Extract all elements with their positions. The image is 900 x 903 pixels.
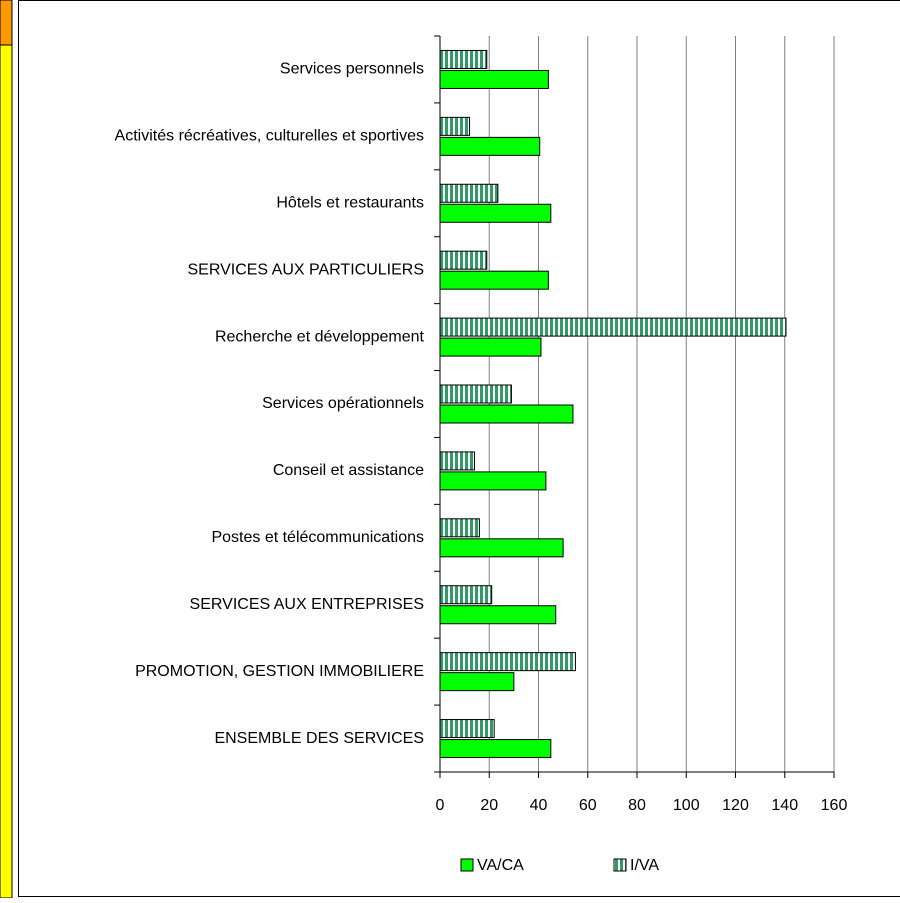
- y-tick-label: Hôtels et restaurants: [276, 194, 424, 211]
- bar: [440, 117, 470, 135]
- x-tick-label: 0: [436, 797, 445, 814]
- side-strip: [0, 0, 12, 898]
- bar: [440, 271, 548, 289]
- bar: [440, 653, 575, 671]
- x-tick-label: 100: [673, 797, 700, 814]
- x-tick-label: 160: [821, 797, 848, 814]
- legend-swatch: [461, 859, 473, 871]
- y-tick-label: ENSEMBLE DES SERVICES: [214, 730, 424, 747]
- bar: [440, 452, 474, 470]
- bar: [440, 519, 479, 537]
- bar: [440, 586, 492, 604]
- y-tick-label: Recherche et développement: [215, 328, 425, 345]
- side-strip-top: [0, 0, 12, 45]
- bar: [440, 338, 541, 356]
- bar: [440, 606, 556, 624]
- bar: [440, 251, 487, 269]
- bar: [440, 405, 573, 423]
- bar: [440, 184, 498, 202]
- bar: [440, 740, 551, 758]
- y-tick-label: SERVICES AUX ENTREPRISES: [190, 596, 424, 613]
- bar: [440, 472, 546, 490]
- bar: [440, 50, 487, 68]
- legend-label: I/VA: [630, 857, 659, 874]
- y-tick-label: Services opérationnels: [262, 395, 424, 412]
- legend-label: VA/CA: [477, 857, 524, 874]
- y-tick-label: Postes et télécommunications: [211, 529, 424, 546]
- bar: [440, 318, 786, 336]
- y-tick-label: Services personnels: [280, 61, 424, 78]
- legend-swatch: [614, 859, 626, 871]
- bar: [440, 70, 548, 88]
- bar: [440, 137, 540, 155]
- x-tick-label: 40: [530, 797, 548, 814]
- y-tick-label: SERVICES AUX PARTICULIERS: [187, 261, 424, 278]
- y-tick-label: Activités récréatives, culturelles et sp…: [115, 128, 424, 145]
- x-tick-label: 120: [722, 797, 749, 814]
- bar: [440, 673, 514, 691]
- x-tick-label: 20: [480, 797, 498, 814]
- bar: [440, 720, 494, 738]
- x-tick-label: 60: [579, 797, 597, 814]
- bar: [440, 539, 563, 557]
- bar: [440, 204, 551, 222]
- y-tick-label: PROMOTION, GESTION IMMOBILIERE: [135, 663, 424, 680]
- bar: [440, 385, 511, 403]
- x-tick-label: 140: [771, 797, 798, 814]
- y-tick-label: Conseil et assistance: [273, 462, 424, 479]
- x-tick-label: 80: [628, 797, 646, 814]
